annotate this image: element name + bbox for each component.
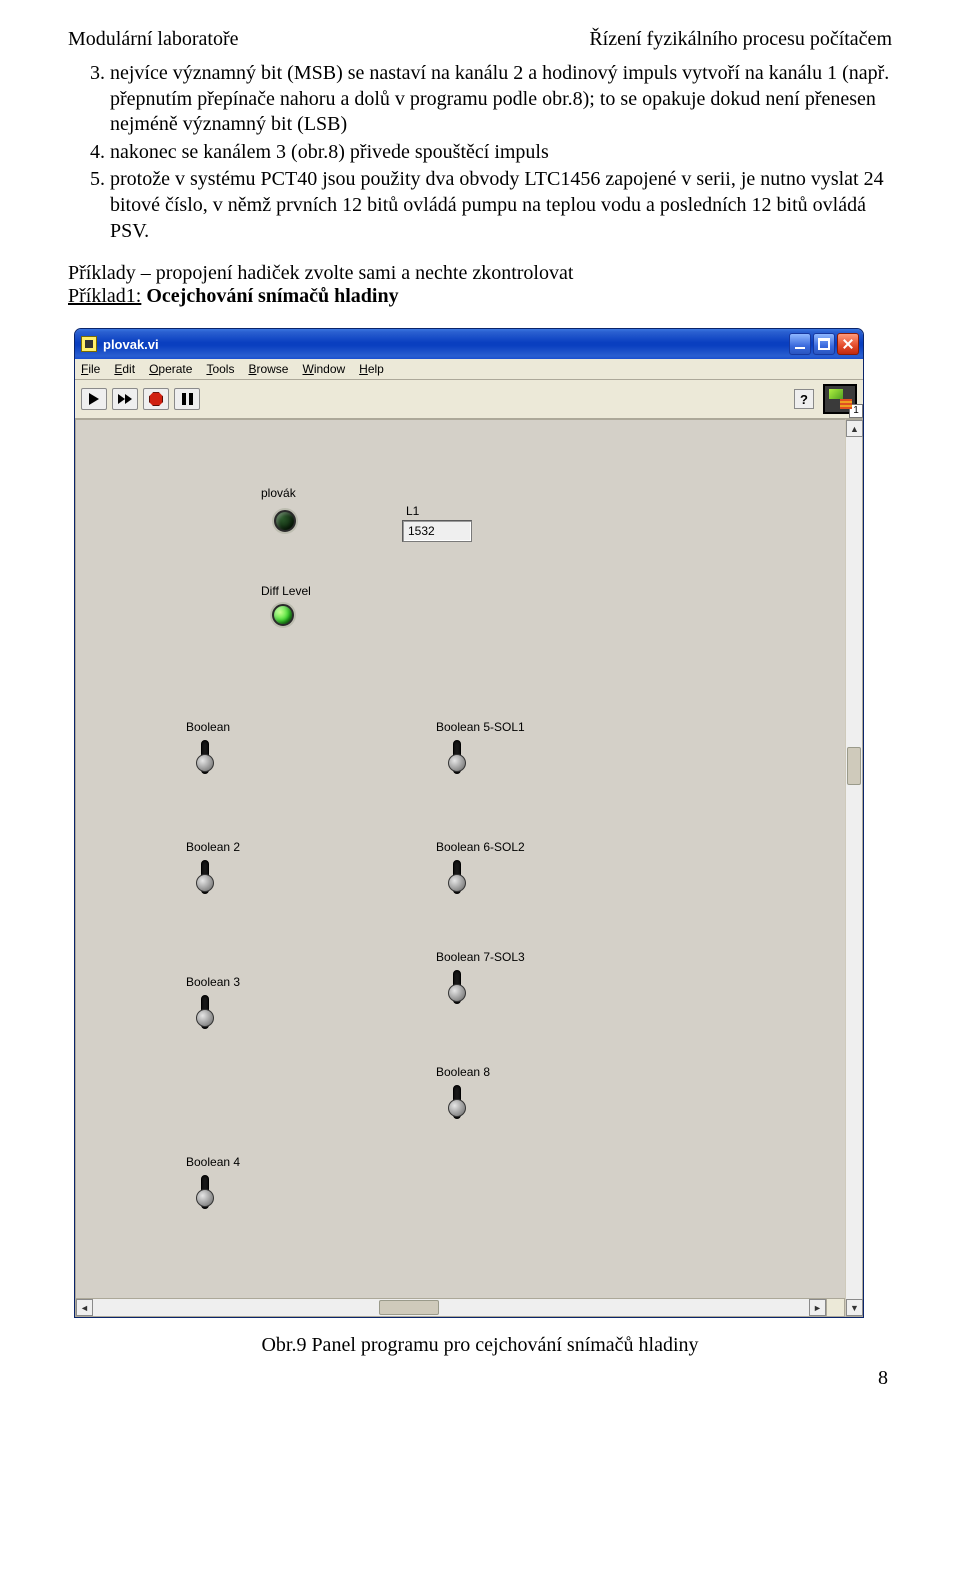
pause-button[interactable] <box>174 388 200 410</box>
scroll-corner <box>826 1299 844 1316</box>
horizontal-scrollbar[interactable]: ◄ ► <box>75 1299 845 1317</box>
toggle-boolean-6[interactable] <box>448 860 466 894</box>
label-boolean-5: Boolean 5-SOL1 <box>436 720 525 734</box>
toggle-boolean-8[interactable] <box>448 1085 466 1119</box>
titlebar[interactable]: plovak.vi <box>75 329 863 359</box>
label-boolean-8: Boolean 8 <box>436 1065 490 1079</box>
example1-prefix: Příklad1: <box>68 285 141 307</box>
toggle-boolean-4[interactable] <box>196 1175 214 1209</box>
led-plovak[interactable] <box>274 510 296 532</box>
figure-caption: Obr.9 Panel programu pro cejchování sním… <box>68 1334 892 1357</box>
menu-window[interactable]: Window <box>302 362 345 376</box>
label-boolean-1: Boolean <box>186 720 230 734</box>
label-l1: L1 <box>406 504 419 518</box>
close-button[interactable] <box>837 333 859 355</box>
label-boolean-7: Boolean 7-SOL3 <box>436 950 525 964</box>
labview-window: plovak.vi File Edit Operate Tools Browse… <box>74 328 864 1318</box>
header-left: Modulární laboratoře <box>68 28 239 51</box>
abort-button[interactable] <box>143 388 169 410</box>
menu-file[interactable]: File <box>81 362 100 376</box>
maximize-button[interactable] <box>813 333 835 355</box>
front-panel: plovák L1 1532 Diff Level Boolean Boolea… <box>75 419 845 1299</box>
run-button[interactable] <box>81 388 107 410</box>
menu-operate[interactable]: Operate <box>149 362 192 376</box>
numbered-list: nejvíce významný bit (MSB) se nastaví na… <box>68 61 892 244</box>
app-icon <box>81 336 97 352</box>
menu-tools[interactable]: Tools <box>206 362 234 376</box>
toggle-boolean-5[interactable] <box>448 740 466 774</box>
scroll-down-icon[interactable]: ▼ <box>846 1299 863 1316</box>
label-boolean-6: Boolean 6-SOL2 <box>436 840 525 854</box>
menu-help[interactable]: Help <box>359 362 384 376</box>
label-diff-level: Diff Level <box>261 584 311 598</box>
menu-edit[interactable]: Edit <box>114 362 135 376</box>
scroll-left-icon[interactable]: ◄ <box>76 1299 93 1316</box>
label-boolean-2: Boolean 2 <box>186 840 240 854</box>
toggle-boolean-1[interactable] <box>196 740 214 774</box>
numeric-l1[interactable]: 1532 <box>402 520 472 542</box>
scroll-right-icon[interactable]: ► <box>809 1299 826 1316</box>
minimize-button[interactable] <box>789 333 811 355</box>
run-continuous-button[interactable] <box>112 388 138 410</box>
window-title: plovak.vi <box>103 337 159 352</box>
examples-heading: Příklady – propojení hadiček zvolte sami… <box>68 262 892 285</box>
example1-title: Ocejchování snímačů hladiny <box>141 285 398 307</box>
vi-icon[interactable]: 1 <box>823 384 857 414</box>
led-diff-level[interactable] <box>272 604 294 626</box>
toggle-boolean-2[interactable] <box>196 860 214 894</box>
menu-browse[interactable]: Browse <box>248 362 288 376</box>
label-plovak: plovák <box>261 486 296 500</box>
menubar: File Edit Operate Tools Browse Window He… <box>75 359 863 380</box>
toggle-boolean-7[interactable] <box>448 970 466 1004</box>
scroll-up-icon[interactable]: ▲ <box>846 420 863 437</box>
toggle-boolean-3[interactable] <box>196 995 214 1029</box>
list-item: nakonec se kanálem 3 (obr.8) přivede spo… <box>110 140 892 166</box>
vscroll-thumb[interactable] <box>847 747 861 785</box>
header-right: Řízení fyzikálního procesu počítačem <box>589 28 892 51</box>
page-number: 8 <box>68 1367 892 1390</box>
list-item: nejvíce významný bit (MSB) se nastaví na… <box>110 61 892 138</box>
vi-icon-badge: 1 <box>849 404 863 418</box>
vertical-scrollbar[interactable]: ▲ ▼ <box>845 419 863 1317</box>
hscroll-thumb[interactable] <box>379 1300 439 1315</box>
list-item: protože v systému PCT40 jsou použity dva… <box>110 167 892 244</box>
label-boolean-4: Boolean 4 <box>186 1155 240 1169</box>
context-help-button[interactable]: ? <box>794 389 814 409</box>
label-boolean-3: Boolean 3 <box>186 975 240 989</box>
toolbar: ? 1 <box>75 380 863 419</box>
